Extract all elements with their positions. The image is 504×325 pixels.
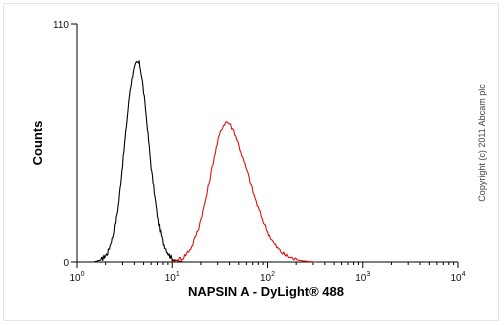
- series-line-2: [172, 121, 316, 263]
- x-axis-label: NAPSIN A - DyLight® 488: [188, 284, 344, 299]
- y-axis-label: Counts: [30, 121, 45, 166]
- axes: [76, 24, 458, 263]
- x-tick-label: 100: [69, 271, 84, 284]
- x-tick-label: 104: [450, 271, 465, 284]
- y-tick-label: 0: [63, 258, 69, 269]
- x-tick-label: 102: [260, 271, 275, 284]
- chart-frame: [3, 3, 499, 321]
- y-tick-label: 110: [53, 20, 69, 31]
- ticks: [71, 23, 459, 268]
- x-tick-label: 103: [355, 271, 370, 284]
- copyright-annotation: Copyright (c) 2011 Abcam plc: [477, 84, 487, 202]
- tick-labels: 100 101 102 103 104 0 110: [53, 20, 466, 284]
- series-line-1: [93, 60, 184, 263]
- series-group: [93, 60, 316, 263]
- x-tick-label: 101: [165, 271, 180, 284]
